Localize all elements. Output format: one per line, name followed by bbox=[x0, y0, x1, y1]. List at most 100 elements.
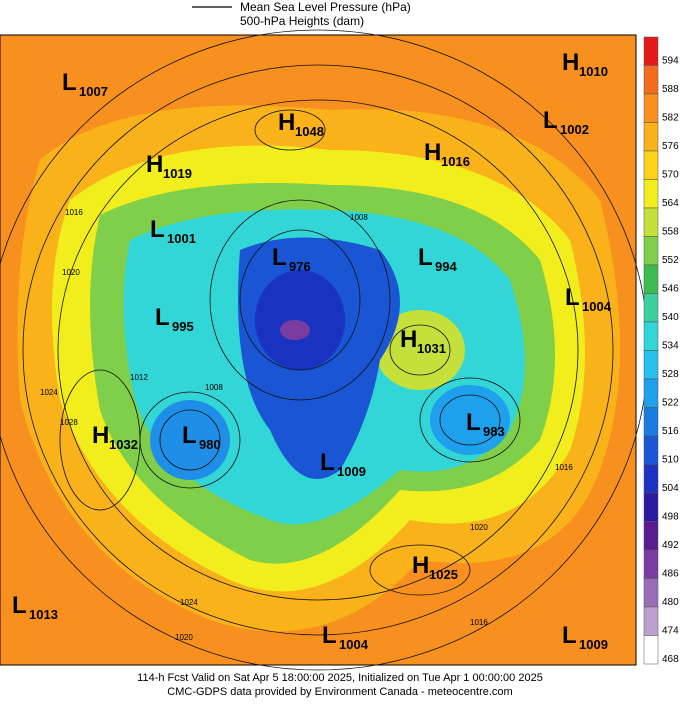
center-pressure: 1009 bbox=[337, 464, 366, 479]
center-letter: H bbox=[424, 139, 441, 166]
colorbar-swatch bbox=[643, 150, 659, 180]
colorbar-tick-label: 486 bbox=[662, 569, 679, 580]
legend-fill-label: 500-hPa Heights (dam) bbox=[240, 14, 364, 28]
center-pressure: 1032 bbox=[109, 437, 138, 452]
center-letter: L bbox=[565, 284, 580, 311]
isobar-label: 1020 bbox=[470, 523, 488, 532]
center-pressure: 1019 bbox=[163, 166, 192, 181]
center-pressure: 1016 bbox=[441, 154, 470, 169]
center-letter: H bbox=[562, 49, 579, 76]
center-pressure: 1004 bbox=[339, 637, 369, 652]
colorbar-tick-label: 468 bbox=[662, 654, 679, 665]
center-letter: L bbox=[543, 107, 558, 134]
colorbar-tick-label: 540 bbox=[662, 312, 679, 323]
colorbar-tick-label: 576 bbox=[662, 141, 679, 152]
center-letter: L bbox=[182, 422, 197, 449]
center-letter: H bbox=[146, 151, 163, 178]
colorbar-swatch bbox=[643, 179, 659, 209]
colorbar-swatch bbox=[643, 378, 659, 408]
center-pressure: 1025 bbox=[429, 567, 458, 582]
colorbar-tick-label: 504 bbox=[662, 483, 679, 494]
isobar-label: 1024 bbox=[40, 388, 58, 397]
isobar-label: 1012 bbox=[130, 373, 148, 382]
colorbar-tick-label: 594 bbox=[662, 56, 679, 67]
isobar-labels: 1016 1020 1024 1028 1008 1012 1008 1016 1020 1024… bbox=[40, 208, 573, 642]
center-letter: H bbox=[278, 109, 295, 136]
center-pressure: 1013 bbox=[29, 607, 58, 622]
center-pressure: 1009 bbox=[579, 637, 608, 652]
colorbar-tick-label: 510 bbox=[662, 455, 679, 466]
colorbar-swatch bbox=[643, 93, 659, 123]
colorbar-tick-label: 558 bbox=[662, 227, 679, 238]
center-letter: L bbox=[418, 244, 433, 271]
isobar-label: 1008 bbox=[350, 213, 368, 222]
colorbar-swatch bbox=[643, 635, 659, 665]
colorbar: 594 588 582 576 570 564 558 552 546 540 534 528 522 5… bbox=[643, 36, 679, 665]
colorbar-swatch bbox=[643, 549, 659, 579]
isobar-label: 1016 bbox=[555, 463, 573, 472]
center-letter: L bbox=[322, 622, 337, 649]
height-band bbox=[255, 270, 345, 370]
center-letter: L bbox=[466, 409, 481, 436]
center-pressure: 995 bbox=[172, 319, 194, 334]
height-band bbox=[150, 400, 230, 480]
colorbar-swatch bbox=[643, 606, 659, 636]
colorbar-tick-label: 498 bbox=[662, 512, 679, 523]
colorbar-tick-label: 516 bbox=[662, 426, 679, 437]
height-band bbox=[375, 310, 465, 390]
colorbar-swatch bbox=[643, 321, 659, 351]
colorbar-swatch bbox=[643, 521, 659, 551]
footer-line: CMC-GDPS data provided by Environment Ca… bbox=[167, 686, 512, 698]
isobar-label: 1016 bbox=[470, 618, 488, 627]
colorbar-tick-label: 480 bbox=[662, 597, 679, 608]
center-pressure: 983 bbox=[483, 424, 505, 439]
map bbox=[0, 29, 649, 671]
isobar-label: 1020 bbox=[62, 268, 80, 277]
center-letter: L bbox=[62, 69, 77, 96]
isobar-label: 1020 bbox=[175, 633, 193, 642]
colorbar-tick-label: 582 bbox=[662, 113, 679, 124]
center-letter: L bbox=[562, 622, 577, 649]
colorbar-tick-label: 492 bbox=[662, 540, 679, 551]
colorbar-swatch bbox=[643, 350, 659, 380]
center-pressure: 980 bbox=[199, 437, 221, 452]
isobar-label: 1028 bbox=[60, 418, 78, 427]
center-pressure: 1010 bbox=[579, 64, 608, 79]
colorbar-tick-label: 546 bbox=[662, 284, 679, 295]
center-pressure: 976 bbox=[289, 259, 311, 274]
colorbar-swatch bbox=[643, 36, 659, 66]
height-band bbox=[280, 320, 310, 340]
isobar-label: 1008 bbox=[205, 383, 223, 392]
colorbar-tick-label: 570 bbox=[662, 170, 679, 181]
colorbar-tick-label: 534 bbox=[662, 341, 679, 352]
colorbar-swatch bbox=[643, 435, 659, 465]
center-letter: L bbox=[12, 592, 27, 619]
center-letter: H bbox=[412, 552, 429, 579]
colorbar-swatch bbox=[643, 236, 659, 266]
center-letter: L bbox=[155, 304, 170, 331]
center-letter: L bbox=[272, 244, 287, 271]
center-letter: L bbox=[150, 216, 165, 243]
colorbar-tick-label: 522 bbox=[662, 398, 679, 409]
center-letter: H bbox=[400, 326, 417, 353]
footer-line: 114-h Fcst Valid on Sat Apr 5 18:00:00 2… bbox=[137, 672, 543, 684]
center-pressure: 1002 bbox=[560, 122, 589, 137]
center-pressure: 1004 bbox=[582, 299, 612, 314]
colorbar-tick-label: 564 bbox=[662, 198, 679, 209]
center-pressure: 1031 bbox=[417, 341, 446, 356]
colorbar-tick-label: 474 bbox=[662, 626, 679, 637]
colorbar-tick-label: 552 bbox=[662, 255, 679, 266]
legend-line-label: Mean Sea Level Pressure (hPa) bbox=[240, 0, 411, 14]
colorbar-swatch bbox=[643, 407, 659, 437]
colorbar-swatch bbox=[643, 492, 659, 522]
height-band bbox=[430, 385, 510, 455]
colorbar-swatch bbox=[643, 122, 659, 152]
colorbar-swatch bbox=[643, 293, 659, 323]
center-letter: L bbox=[320, 449, 335, 476]
center-pressure: 994 bbox=[435, 259, 457, 274]
isobar-label: 1024 bbox=[180, 598, 198, 607]
center-pressure: 1048 bbox=[295, 124, 324, 139]
colorbar-swatch bbox=[643, 65, 659, 95]
